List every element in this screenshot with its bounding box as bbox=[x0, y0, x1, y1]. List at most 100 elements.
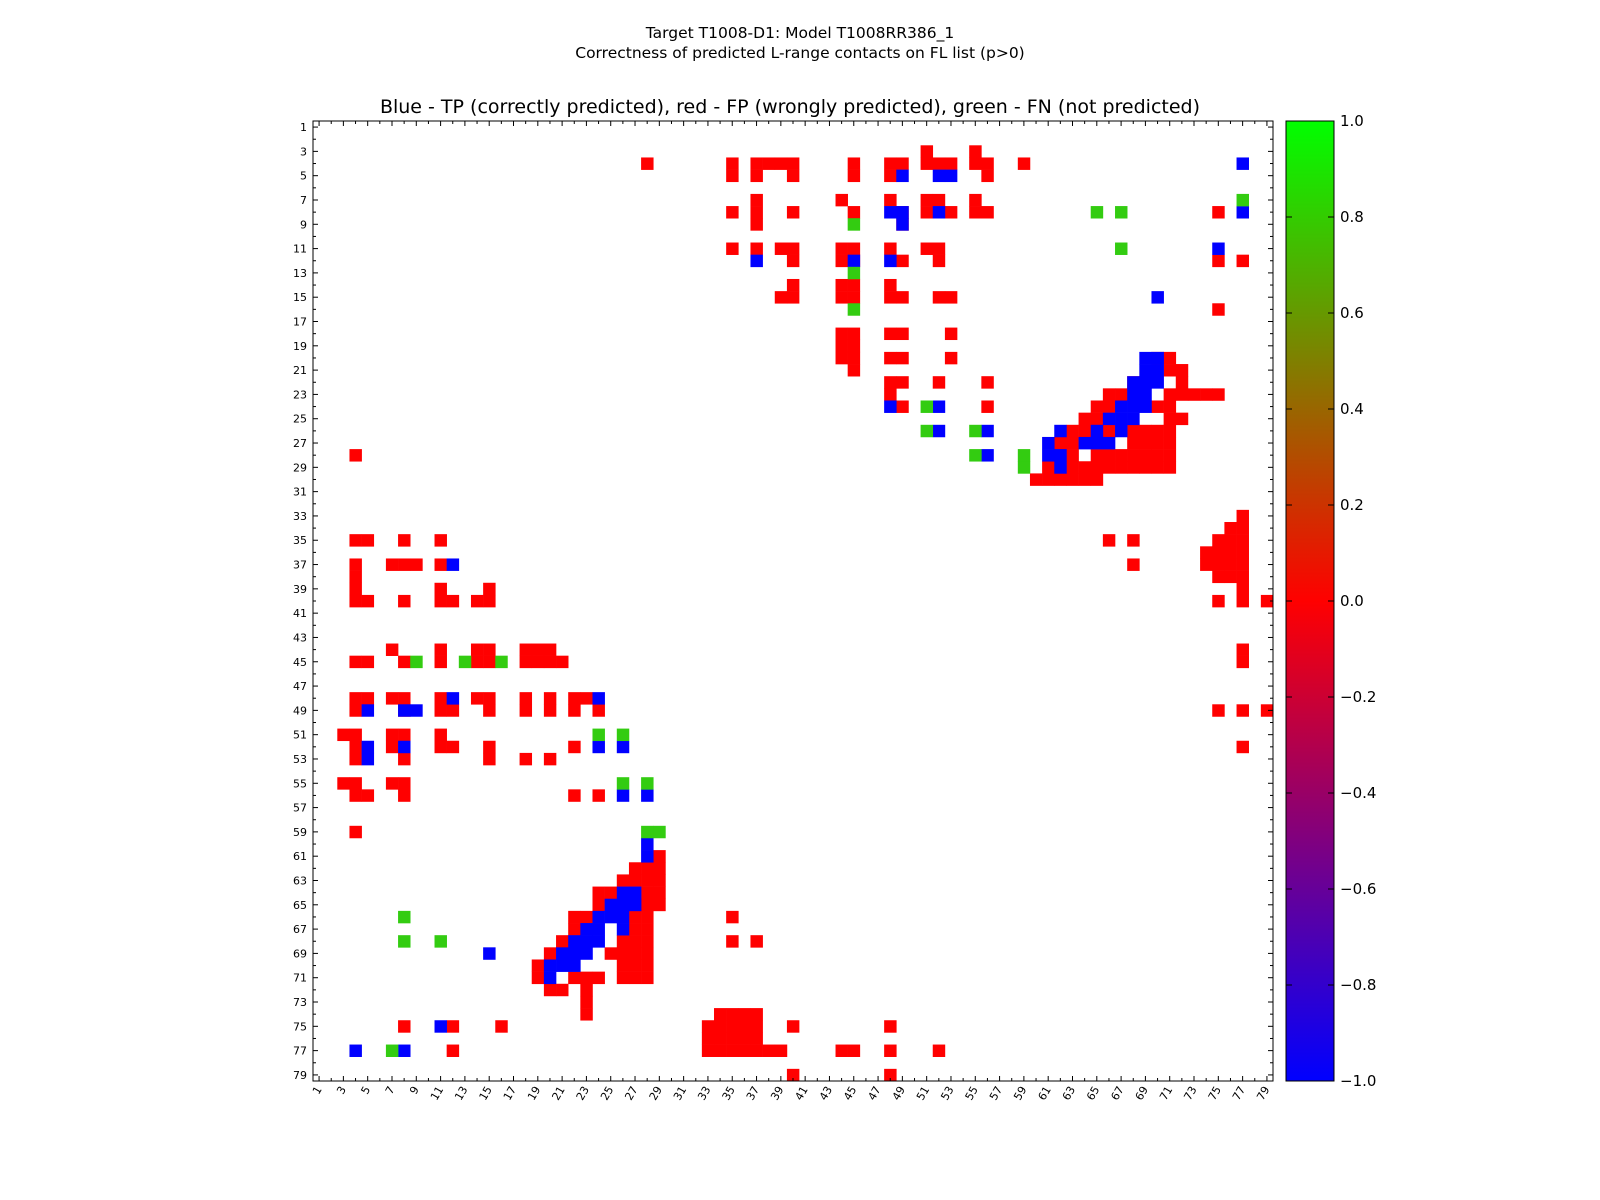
upper-fp-cell bbox=[1139, 424, 1152, 438]
x-tick-label: 29 bbox=[647, 1084, 665, 1103]
upper-fp-cell bbox=[1127, 436, 1140, 450]
upper-fp-cell bbox=[847, 206, 861, 219]
x-tick-label: 71 bbox=[1157, 1084, 1175, 1103]
upper-fp-cell bbox=[1163, 412, 1177, 426]
lower-fp-cell bbox=[556, 935, 569, 948]
lower-fp-cell bbox=[750, 1032, 763, 1045]
lower-fp-cell bbox=[884, 1020, 897, 1033]
lower-fn-cell bbox=[398, 910, 411, 924]
lower-fp-cell bbox=[750, 1008, 763, 1021]
lower-fp-cell bbox=[641, 923, 654, 936]
upper-fp-cell bbox=[896, 351, 909, 365]
lower-tp-cell bbox=[628, 898, 642, 912]
lower-fp-cell bbox=[349, 752, 362, 766]
upper-fp-cell bbox=[932, 157, 946, 170]
upper-tp-cell bbox=[1102, 436, 1116, 450]
lower-fp-cell bbox=[434, 692, 447, 705]
upper-fp-cell bbox=[835, 339, 848, 353]
lower-fn-cell bbox=[641, 777, 654, 790]
upper-fp-cell bbox=[1187, 388, 1201, 401]
lower-fp-cell bbox=[434, 740, 447, 754]
upper-tp-cell bbox=[1054, 461, 1067, 474]
lower-fp-cell bbox=[349, 728, 362, 742]
upper-fp-cell bbox=[1163, 449, 1177, 462]
lower-fp-cell bbox=[470, 692, 484, 705]
chart-title: Blue - TP (correctly predicted), red - F… bbox=[379, 96, 1201, 118]
upper-fp-cell bbox=[1163, 364, 1177, 377]
upper-fp-cell bbox=[1224, 570, 1237, 584]
x-tick-label: 55 bbox=[963, 1084, 981, 1103]
lower-tp-cell bbox=[641, 850, 654, 863]
y-tick-label: 33 bbox=[293, 510, 307, 523]
x-tick-label: 45 bbox=[841, 1084, 859, 1103]
lower-fp-cell bbox=[653, 874, 666, 887]
upper-fp-cell bbox=[786, 291, 800, 304]
lower-fp-cell bbox=[398, 752, 411, 766]
upper-fp-cell bbox=[1127, 534, 1140, 547]
y-tick-label: 77 bbox=[293, 1045, 307, 1058]
lower-fp-cell bbox=[653, 886, 666, 900]
lower-fp-cell bbox=[726, 1020, 739, 1033]
x-tick-label: 49 bbox=[890, 1084, 908, 1103]
y-tick-label: 21 bbox=[293, 364, 307, 377]
lower-tp-cell bbox=[556, 947, 569, 960]
upper-fp-cell bbox=[847, 291, 861, 304]
upper-fp-cell bbox=[641, 157, 654, 170]
upper-fp-cell bbox=[981, 400, 994, 413]
lower-fp-cell bbox=[398, 1020, 411, 1033]
lower-fp-cell bbox=[398, 558, 411, 571]
x-tick-label: 13 bbox=[452, 1084, 470, 1103]
x-tick-label: 61 bbox=[1036, 1084, 1054, 1103]
x-tick-label: 69 bbox=[1133, 1084, 1151, 1103]
lower-fp-cell bbox=[568, 692, 581, 705]
lower-fp-cell bbox=[738, 1008, 751, 1021]
lower-fp-cell bbox=[446, 704, 460, 717]
lower-fp-cell bbox=[835, 1044, 848, 1057]
upper-fp-cell bbox=[1078, 473, 1092, 486]
x-tick-label: 53 bbox=[938, 1084, 956, 1103]
upper-fp-cell bbox=[1078, 412, 1092, 426]
lower-fp-cell bbox=[616, 971, 630, 985]
lower-tp-cell bbox=[604, 910, 618, 924]
upper-fp-cell bbox=[1175, 364, 1189, 377]
upper-fp-cell bbox=[1115, 461, 1128, 474]
upper-fp-cell bbox=[1236, 655, 1249, 669]
upper-fp-cell bbox=[786, 169, 800, 183]
upper-fp-cell bbox=[1236, 643, 1249, 656]
upper-fp-cell bbox=[1139, 449, 1152, 462]
lower-fn-cell bbox=[616, 777, 630, 790]
y-tick-label: 61 bbox=[293, 850, 307, 863]
upper-fp-cell bbox=[1212, 546, 1225, 559]
upper-fp-cell bbox=[835, 278, 848, 292]
lower-fp-cell bbox=[398, 728, 411, 742]
upper-fp-cell bbox=[1090, 449, 1104, 462]
upper-fp-cell bbox=[1042, 461, 1055, 474]
x-tick-label: 39 bbox=[768, 1084, 786, 1103]
upper-fp-cell bbox=[786, 206, 800, 219]
upper-fp-cell bbox=[750, 193, 763, 207]
suptitle-line2: Correctness of predicted L-range contact… bbox=[575, 44, 1025, 62]
lower-fp-cell bbox=[483, 582, 496, 596]
lower-fp-cell bbox=[750, 1020, 763, 1033]
lower-tp-cell bbox=[434, 1020, 447, 1033]
lower-fp-cell bbox=[337, 777, 350, 790]
upper-fp-cell bbox=[349, 449, 362, 462]
upper-fp-cell bbox=[750, 218, 763, 231]
lower-tp-cell bbox=[616, 886, 630, 900]
upper-fp-cell bbox=[969, 206, 982, 219]
upper-fp-cell bbox=[1090, 412, 1104, 426]
lower-fp-cell bbox=[385, 643, 399, 656]
lower-tp-cell bbox=[568, 947, 581, 960]
upper-fp-cell bbox=[1127, 449, 1140, 462]
lower-fp-cell bbox=[847, 1044, 861, 1057]
upper-tp-cell bbox=[1127, 388, 1140, 401]
lower-fp-cell bbox=[349, 692, 362, 705]
upper-fp-cell bbox=[847, 339, 861, 353]
lower-fp-cell bbox=[519, 692, 533, 705]
lower-fp-cell bbox=[337, 728, 350, 742]
lower-fp-cell bbox=[641, 862, 654, 875]
x-tick-label: 63 bbox=[1060, 1084, 1078, 1103]
lower-fp-cell bbox=[616, 874, 630, 887]
upper-fp-cell bbox=[1236, 509, 1249, 523]
lower-fp-cell bbox=[701, 1020, 715, 1033]
